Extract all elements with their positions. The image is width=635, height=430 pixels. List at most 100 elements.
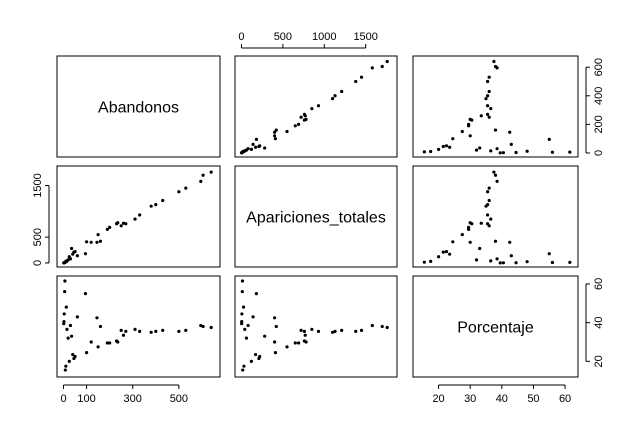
point-1-3-8 <box>485 104 490 108</box>
point-2-1-6 <box>154 203 158 207</box>
point-3-1-30 <box>66 336 70 340</box>
point-2-3-20 <box>468 240 472 244</box>
tick-label-top-2-3: 1500 <box>353 31 377 43</box>
point-2-1-9 <box>133 217 137 221</box>
point-3-2-37 <box>240 312 244 316</box>
point-2-3-26 <box>448 252 452 256</box>
point-2-3-18 <box>493 239 498 243</box>
point-1-3-33 <box>429 149 433 154</box>
point-2-3-36 <box>550 260 555 265</box>
tick-label-bottom-3-3: 50 <box>527 393 539 405</box>
point-3-2-4 <box>354 329 358 333</box>
point-1-3-36 <box>550 150 555 154</box>
point-1-3-18 <box>493 128 498 132</box>
tick-label-right-3-0: 20 <box>593 355 605 367</box>
tick-label-right-1-1: 200 <box>593 115 605 133</box>
tick-label-bottom-1-0: 0 <box>60 393 66 405</box>
point-3-1-31 <box>65 327 69 332</box>
point-3-2-6 <box>333 329 337 333</box>
point-2-3-27 <box>478 246 482 251</box>
point-3-1-29 <box>67 359 71 363</box>
point-3-2-11 <box>299 328 303 332</box>
point-2-1-12 <box>121 221 126 225</box>
point-1-3-4 <box>485 79 490 84</box>
point-2-3-38 <box>501 261 506 265</box>
point-2-1-23 <box>75 254 79 258</box>
point-2-3-37 <box>514 261 518 265</box>
point-3-2-26 <box>253 352 258 357</box>
point-2-1-22 <box>83 252 88 256</box>
point-3-1-20 <box>89 340 93 344</box>
tick-label-top-2-2: 1000 <box>312 31 336 43</box>
point-3-2-16 <box>293 341 297 345</box>
point-2-3-25 <box>441 250 445 254</box>
point-2-3-22 <box>547 252 551 256</box>
point-2-1-7 <box>149 204 153 208</box>
point-3-2-30 <box>244 336 249 340</box>
point-2-3-30 <box>474 258 479 262</box>
point-1-3-24 <box>444 144 449 148</box>
tick-label-left-2-1: 500 <box>32 228 44 246</box>
point-1-2-15 <box>297 122 301 126</box>
point-2-3-0 <box>492 170 496 174</box>
point-3-2-0 <box>385 325 389 330</box>
point-2-1-29 <box>67 255 71 259</box>
point-1-3-6 <box>485 94 490 98</box>
point-3-1-8 <box>138 329 142 333</box>
point-1-3-3 <box>487 75 491 79</box>
tick-label-left-2-0: 0 <box>32 260 44 266</box>
point-3-1-36 <box>63 290 67 294</box>
panel-2-1 <box>56 165 221 268</box>
point-1-2-4 <box>354 79 358 84</box>
point-1-2-11 <box>299 115 303 119</box>
point-3-2-32 <box>241 305 246 309</box>
point-3-2-31 <box>243 327 247 332</box>
point-2-3-35 <box>568 260 572 264</box>
tick-label-right-3-2: 60 <box>593 278 605 290</box>
point-1-2-26 <box>253 145 258 149</box>
point-2-1-19 <box>95 240 99 244</box>
panel-1-3 <box>412 55 579 158</box>
point-3-2-36 <box>240 290 244 294</box>
point-2-1-16 <box>105 227 109 232</box>
point-1-3-21 <box>451 137 455 141</box>
diagonal-label-abandonos: Abandonos <box>98 100 179 117</box>
point-2-1-0 <box>209 170 213 174</box>
point-2-3-3 <box>487 186 491 190</box>
point-2-3-28 <box>495 257 499 261</box>
point-1-2-9 <box>310 107 314 111</box>
tick-label-right-3-1: 40 <box>593 317 605 329</box>
point-1-3-7 <box>484 97 488 101</box>
point-3-2-39 <box>240 321 244 326</box>
point-3-1-34 <box>63 368 67 372</box>
point-3-2-22 <box>254 291 258 296</box>
diagonal-label-apariciones_totales: Apariciones_totales <box>246 210 386 227</box>
point-1-2-14 <box>302 118 307 122</box>
point-1-3-0 <box>492 59 496 64</box>
point-1-3-34 <box>422 150 426 154</box>
point-1-3-30 <box>474 148 479 152</box>
point-3-2-9 <box>310 327 314 332</box>
point-3-1-37 <box>62 312 66 316</box>
point-2-1-27 <box>69 246 74 251</box>
point-2-3-19 <box>508 240 512 244</box>
point-2-1-39 <box>62 261 66 265</box>
point-2-3-21 <box>451 240 455 244</box>
point-2-3-7 <box>484 204 488 208</box>
point-2-3-8 <box>485 213 490 217</box>
point-3-2-21 <box>273 351 278 355</box>
point-2-3-39 <box>498 261 502 265</box>
point-1-3-20 <box>468 134 472 138</box>
tick-label-bottom-1-1: 100 <box>77 393 95 405</box>
point-1-2-19 <box>273 130 277 134</box>
point-3-1-6 <box>154 329 158 333</box>
point-3-1-10 <box>124 329 128 333</box>
point-3-2-7 <box>330 330 335 334</box>
point-3-2-35 <box>240 279 245 283</box>
point-1-3-5 <box>487 89 491 94</box>
point-1-3-27 <box>478 146 482 150</box>
point-2-1-18 <box>98 239 103 243</box>
tick-label-right-1-0: 0 <box>593 150 605 156</box>
point-1-3-26 <box>448 145 452 149</box>
